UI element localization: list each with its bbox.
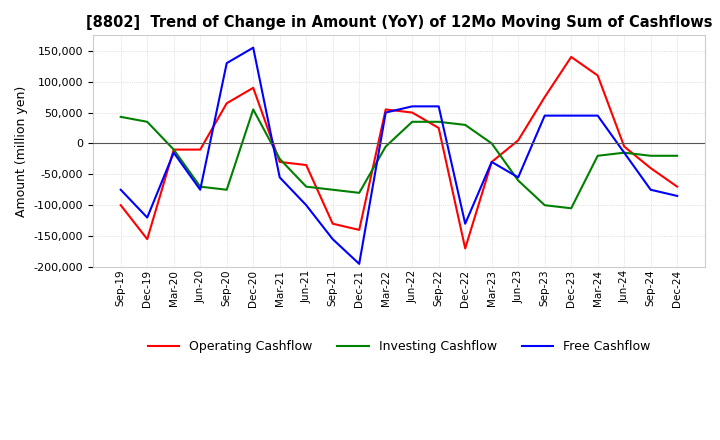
Investing Cashflow (647, 153, 655, 158)
Free Cashflow (302, 202, 310, 208)
Free Cashflow (541, 113, 549, 118)
Free Cashflow (514, 175, 523, 180)
Free Cashflow (249, 45, 258, 50)
Free Cashflow (593, 113, 602, 118)
Investing Cashflow (355, 190, 364, 195)
Investing Cashflow (302, 184, 310, 189)
Line: Operating Cashflow: Operating Cashflow (121, 57, 678, 249)
Operating Cashflow (328, 221, 337, 226)
Investing Cashflow (620, 150, 629, 155)
Operating Cashflow (487, 159, 496, 165)
Free Cashflow (620, 150, 629, 155)
Free Cashflow (487, 159, 496, 165)
Line: Free Cashflow: Free Cashflow (121, 48, 678, 264)
Free Cashflow (196, 187, 204, 192)
Operating Cashflow (541, 95, 549, 100)
Investing Cashflow (222, 187, 231, 192)
Investing Cashflow (117, 114, 125, 120)
Operating Cashflow (673, 184, 682, 189)
Operating Cashflow (434, 125, 443, 131)
Investing Cashflow (514, 178, 523, 183)
Free Cashflow (355, 261, 364, 267)
Investing Cashflow (593, 153, 602, 158)
Operating Cashflow (593, 73, 602, 78)
Operating Cashflow (408, 110, 417, 115)
Free Cashflow (382, 110, 390, 115)
Operating Cashflow (222, 101, 231, 106)
Investing Cashflow (382, 144, 390, 149)
Investing Cashflow (461, 122, 469, 128)
Operating Cashflow (461, 246, 469, 251)
Free Cashflow (275, 175, 284, 180)
Operating Cashflow (196, 147, 204, 152)
Y-axis label: Amount (million yen): Amount (million yen) (15, 85, 28, 217)
Legend: Operating Cashflow, Investing Cashflow, Free Cashflow: Operating Cashflow, Investing Cashflow, … (143, 335, 655, 358)
Operating Cashflow (647, 165, 655, 171)
Investing Cashflow (567, 205, 575, 211)
Free Cashflow (408, 104, 417, 109)
Operating Cashflow (620, 144, 629, 149)
Operating Cashflow (169, 147, 178, 152)
Investing Cashflow (249, 107, 258, 112)
Investing Cashflow (275, 156, 284, 161)
Free Cashflow (169, 150, 178, 155)
Free Cashflow (222, 60, 231, 66)
Investing Cashflow (487, 141, 496, 146)
Free Cashflow (647, 187, 655, 192)
Operating Cashflow (143, 237, 151, 242)
Operating Cashflow (302, 162, 310, 168)
Investing Cashflow (328, 187, 337, 192)
Investing Cashflow (196, 184, 204, 189)
Investing Cashflow (143, 119, 151, 125)
Free Cashflow (117, 187, 125, 192)
Investing Cashflow (169, 147, 178, 152)
Operating Cashflow (117, 202, 125, 208)
Investing Cashflow (673, 153, 682, 158)
Operating Cashflow (567, 54, 575, 59)
Free Cashflow (434, 104, 443, 109)
Investing Cashflow (434, 119, 443, 125)
Operating Cashflow (275, 159, 284, 165)
Free Cashflow (328, 237, 337, 242)
Investing Cashflow (408, 119, 417, 125)
Operating Cashflow (514, 138, 523, 143)
Investing Cashflow (541, 202, 549, 208)
Free Cashflow (461, 221, 469, 226)
Operating Cashflow (355, 227, 364, 232)
Operating Cashflow (382, 107, 390, 112)
Free Cashflow (673, 193, 682, 198)
Free Cashflow (143, 215, 151, 220)
Title: [8802]  Trend of Change in Amount (YoY) of 12Mo Moving Sum of Cashflows: [8802] Trend of Change in Amount (YoY) o… (86, 15, 712, 30)
Line: Investing Cashflow: Investing Cashflow (121, 110, 678, 208)
Free Cashflow (567, 113, 575, 118)
Operating Cashflow (249, 85, 258, 91)
